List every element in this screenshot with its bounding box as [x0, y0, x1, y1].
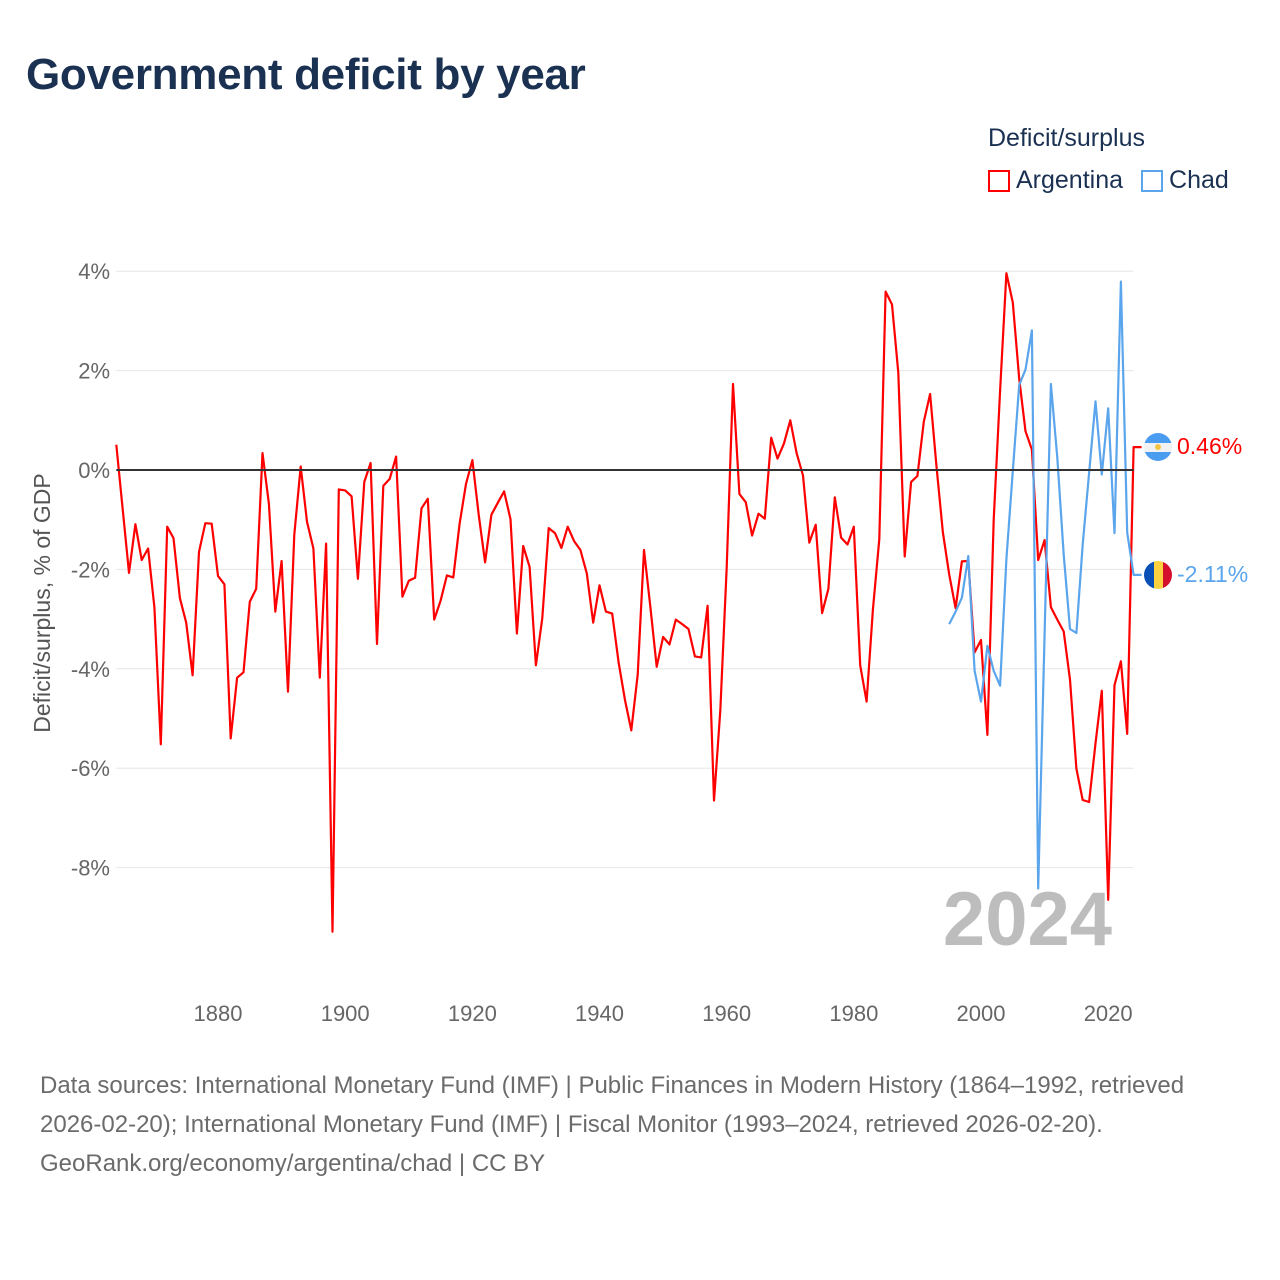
x-axis-ticks: 1880 1900 1920 1940 1960 1980 2000 2020 — [194, 1001, 1133, 1026]
credit-link[interactable]: GeoRank.org/economy/argentina/chad | CC … — [40, 1150, 546, 1177]
watermark-year: 2024 — [943, 877, 1112, 962]
chad-flag-icon — [1144, 561, 1172, 589]
end-value-argentina: 0.46% — [1177, 433, 1242, 459]
y-tick-label: 4% — [78, 259, 110, 284]
argentina-flag-icon — [1144, 433, 1172, 461]
x-tick-label: 1920 — [448, 1001, 497, 1026]
x-tick-label: 1880 — [194, 1001, 243, 1026]
footer: Data sources: International Monetary Fun… — [40, 1066, 1250, 1183]
legend: Argentina Chad — [988, 166, 1229, 195]
x-tick-label: 2000 — [957, 1001, 1006, 1026]
y-tick-label: 0% — [78, 458, 110, 483]
x-tick-label: 1900 — [321, 1001, 370, 1026]
y-tick-label: -6% — [71, 756, 110, 781]
end-value-chad: -2.11% — [1177, 561, 1248, 587]
y-axis-title: Deficit/surplus, % of GDP — [29, 473, 55, 732]
data-sources: Data sources: International Monetary Fun… — [40, 1072, 1185, 1138]
legend-swatch-chad — [1141, 169, 1164, 192]
series-line-argentina — [115, 272, 1142, 933]
legend-label: Argentina — [1016, 166, 1124, 194]
y-tick-label: -8% — [71, 856, 110, 881]
y-tick-label: -4% — [71, 657, 110, 682]
x-tick-label: 1940 — [575, 1001, 624, 1026]
x-tick-label: 1980 — [829, 1001, 878, 1026]
series-line-chad — [948, 280, 1142, 890]
legend-swatch-argentina — [988, 169, 1010, 192]
gridlines — [116, 270, 1134, 869]
end-label-chad: -2.11% — [1144, 561, 1248, 589]
legend-item-chad[interactable]: Chad — [1141, 166, 1229, 195]
chart-title: Government deficit by year — [26, 50, 586, 99]
y-tick-label: -2% — [71, 557, 110, 582]
x-tick-label: 2020 — [1084, 1001, 1133, 1026]
series-lines — [115, 272, 1142, 933]
y-tick-label: 2% — [78, 359, 110, 384]
y-axis-ticks: 4% 2% 0% -2% -4% -6% -8% — [71, 259, 110, 880]
legend-title: Deficit/surplus — [988, 124, 1145, 152]
x-tick-label: 1960 — [702, 1001, 751, 1026]
legend-item-argentina[interactable]: Argentina — [988, 166, 1123, 195]
end-label-argentina: 0.46% — [1144, 433, 1242, 461]
legend-label: Chad — [1169, 166, 1229, 194]
